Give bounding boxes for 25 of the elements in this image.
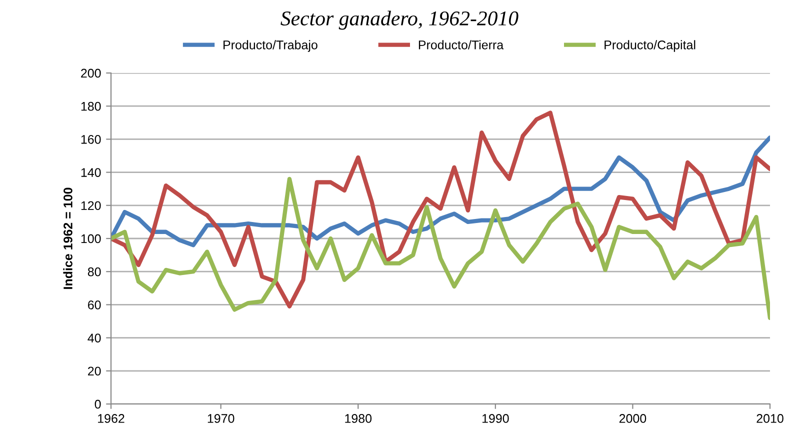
legend-label: Producto/Capital — [604, 40, 696, 52]
y-axis-title: Indice 1962 = 100 — [63, 188, 72, 289]
y-tick-label: 20 — [88, 366, 101, 376]
x-tick-label: 2000 — [619, 414, 646, 423]
legend-label: Producto/Tierra — [418, 40, 504, 50]
y-tick-label: 60 — [88, 300, 101, 310]
y-tick-label: 80 — [88, 267, 101, 276]
y-tick-label: 200 — [81, 68, 101, 78]
line-series — [111, 135, 770, 248]
legend-label: Producto/Trabajo — [224, 40, 318, 52]
x-tick-label: 1962 — [98, 414, 124, 423]
chart-title: Sector ganadero, 1962-2010 — [280, 10, 518, 30]
x-tick-label: 1970 — [208, 414, 234, 423]
y-tick-label: 120 — [81, 201, 101, 210]
x-tick-label: 1980 — [345, 414, 372, 423]
y-tick-label: 160 — [81, 135, 101, 144]
y-tick-label: 180 — [81, 102, 101, 111]
x-tick-label: 1990 — [482, 414, 509, 423]
line-series — [111, 110, 770, 308]
x-tick-label: 2010 — [756, 414, 784, 423]
y-tick-label: 140 — [81, 168, 101, 177]
line-series — [111, 176, 770, 320]
y-tick-label: 0 — [94, 400, 101, 409]
y-tick-label: 40 — [88, 334, 101, 342]
y-tick-label: 100 — [81, 234, 101, 244]
